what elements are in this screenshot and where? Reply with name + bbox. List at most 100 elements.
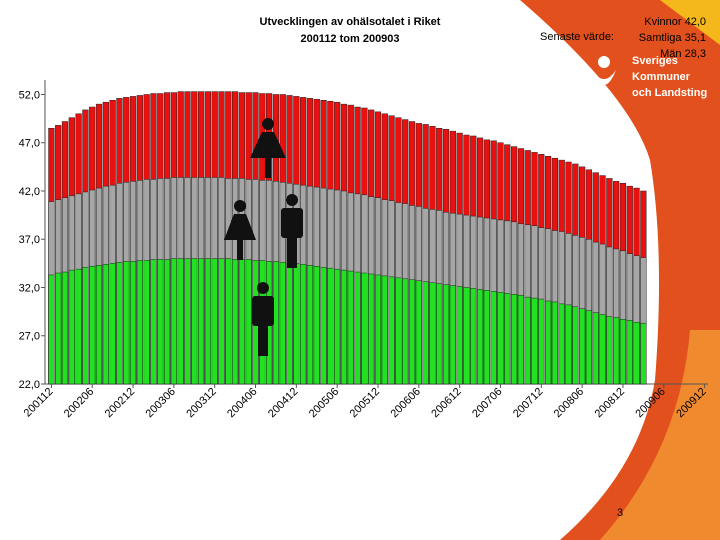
bar bbox=[245, 259, 252, 385]
bar bbox=[544, 300, 552, 385]
bar bbox=[293, 263, 300, 385]
bar bbox=[497, 292, 504, 385]
bar bbox=[572, 306, 579, 385]
y-tick-label: 22,0 bbox=[19, 379, 40, 391]
bar bbox=[483, 290, 490, 385]
bar bbox=[334, 268, 341, 385]
bar bbox=[55, 272, 62, 385]
bar bbox=[211, 258, 218, 385]
bar bbox=[579, 308, 586, 385]
y-tick-label: 42,0 bbox=[19, 186, 40, 198]
bar bbox=[449, 285, 456, 385]
bar bbox=[640, 322, 647, 385]
latest-label: Senaste värde: bbox=[540, 31, 614, 43]
y-tick-label: 47,0 bbox=[19, 138, 40, 150]
bar bbox=[129, 261, 137, 385]
bar bbox=[429, 282, 436, 385]
bar bbox=[136, 260, 143, 385]
y-tick-label: 32,0 bbox=[19, 282, 40, 294]
bar bbox=[354, 271, 361, 385]
bar bbox=[279, 262, 286, 385]
bar bbox=[347, 270, 354, 385]
bar bbox=[415, 280, 422, 385]
bar bbox=[327, 267, 334, 385]
yellow-corner bbox=[660, 0, 720, 45]
orange-band bbox=[600, 330, 720, 540]
bar bbox=[340, 269, 348, 385]
bar bbox=[191, 258, 198, 385]
orange-shape bbox=[520, 0, 720, 540]
bar bbox=[368, 273, 375, 385]
bar bbox=[157, 259, 164, 385]
bar bbox=[592, 312, 599, 385]
bar bbox=[286, 263, 293, 385]
bar bbox=[551, 301, 559, 385]
bar bbox=[197, 258, 205, 385]
y-tick-label: 37,0 bbox=[19, 234, 40, 246]
bar bbox=[504, 293, 511, 385]
bar bbox=[68, 269, 75, 385]
latest-entry: Kvinnor 42,0 bbox=[644, 16, 706, 28]
bar bbox=[313, 266, 320, 385]
bar bbox=[238, 259, 246, 385]
logo-text: Sveriges bbox=[632, 55, 678, 67]
chart-title: Utvecklingen av ohälsotalet i Riket bbox=[260, 16, 441, 28]
bar bbox=[626, 320, 633, 385]
bar bbox=[517, 294, 524, 385]
y-tick-label: 27,0 bbox=[19, 331, 40, 343]
bar bbox=[143, 260, 150, 385]
bar bbox=[150, 259, 157, 385]
chart-subtitle: 200112 tom 200903 bbox=[300, 33, 399, 45]
bar bbox=[490, 291, 497, 385]
bar bbox=[102, 264, 109, 385]
bar bbox=[320, 266, 327, 385]
bar bbox=[395, 277, 402, 385]
bar bbox=[61, 271, 69, 385]
bar bbox=[225, 258, 232, 385]
bar bbox=[442, 284, 450, 385]
page-number: 3 bbox=[617, 507, 623, 519]
bar bbox=[109, 263, 116, 385]
bar bbox=[565, 304, 572, 385]
logo-mark bbox=[592, 56, 616, 100]
bar bbox=[95, 265, 103, 385]
bar bbox=[510, 293, 518, 385]
latest-entry: Män 28,3 bbox=[660, 48, 706, 60]
bar bbox=[218, 258, 225, 385]
bar bbox=[184, 258, 191, 385]
bar bbox=[585, 310, 593, 385]
bar bbox=[163, 259, 171, 385]
bar bbox=[476, 289, 484, 385]
bar bbox=[204, 258, 212, 385]
bar bbox=[436, 283, 443, 385]
bar bbox=[538, 298, 545, 385]
bar bbox=[470, 288, 477, 385]
logo-text: Kommuner bbox=[632, 71, 691, 83]
figures bbox=[224, 118, 303, 356]
logo-text: och Landsting bbox=[632, 87, 707, 99]
bar bbox=[116, 262, 123, 385]
latest-entry: Samtliga 35,1 bbox=[639, 32, 706, 44]
bar bbox=[402, 278, 409, 385]
bar bbox=[381, 275, 388, 385]
bar bbox=[48, 274, 55, 385]
bar bbox=[463, 287, 470, 385]
bar bbox=[170, 258, 177, 385]
bar bbox=[89, 266, 96, 385]
bar bbox=[123, 261, 130, 385]
bar bbox=[361, 272, 368, 385]
bar bbox=[613, 317, 620, 385]
bar bbox=[422, 281, 429, 385]
bar bbox=[606, 316, 613, 385]
bar bbox=[388, 276, 395, 385]
bar bbox=[558, 303, 565, 385]
bar bbox=[82, 266, 89, 385]
y-tick-label: 52,0 bbox=[19, 89, 40, 101]
bar bbox=[524, 296, 531, 385]
bar bbox=[619, 319, 627, 385]
bar bbox=[456, 286, 463, 385]
bar bbox=[633, 321, 640, 385]
bar bbox=[599, 314, 606, 385]
bar bbox=[232, 259, 239, 385]
